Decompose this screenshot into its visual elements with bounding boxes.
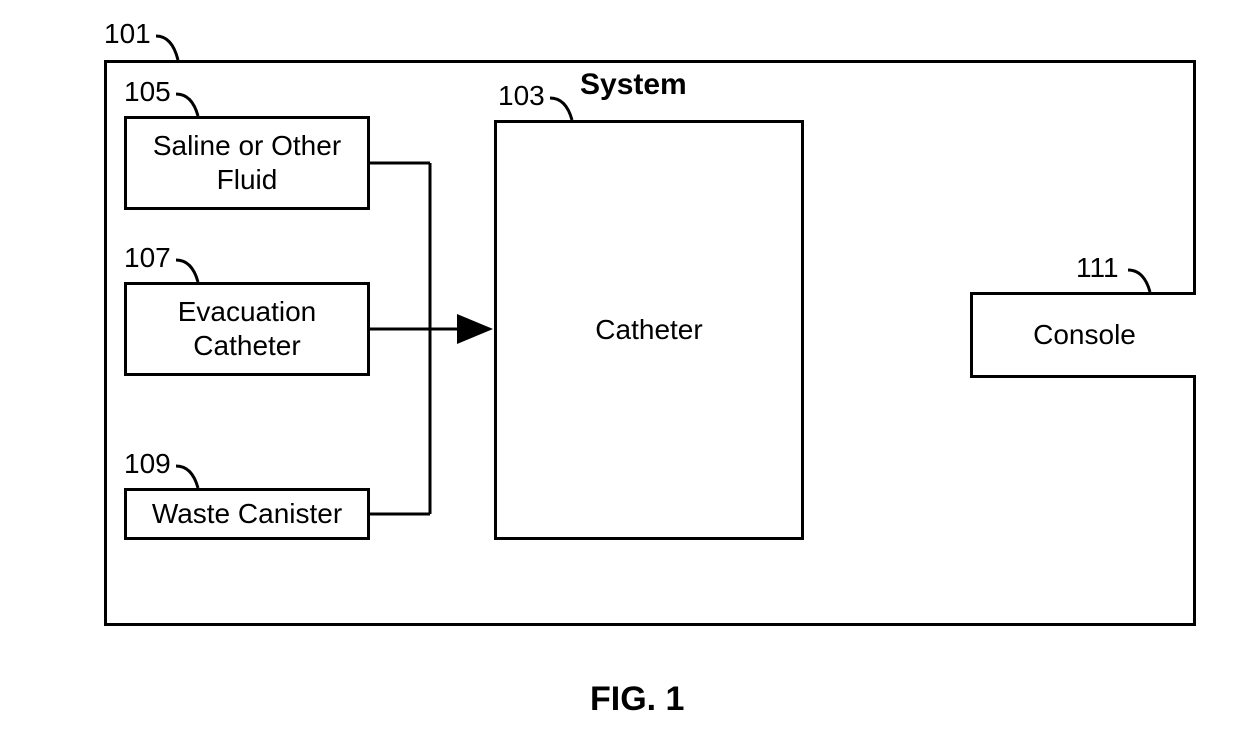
saline-label: Saline or Other Fluid: [131, 129, 363, 196]
catheter-label: Catheter: [595, 313, 702, 347]
ref-105: 105: [124, 76, 171, 108]
waste-block: Waste Canister: [124, 488, 370, 540]
waste-label: Waste Canister: [152, 497, 342, 531]
ref-107: 107: [124, 242, 171, 274]
ref-101: 101: [104, 18, 151, 50]
ref-103: 103: [498, 80, 545, 112]
system-title: System: [580, 68, 687, 102]
evacuation-block: Evacuation Catheter: [124, 282, 370, 376]
figure-label: FIG. 1: [590, 680, 684, 719]
ref-111: 111: [1076, 252, 1119, 284]
console-label: Console: [1033, 318, 1136, 352]
evacuation-label: Evacuation Catheter: [131, 295, 363, 362]
ref-109: 109: [124, 448, 171, 480]
catheter-block: Catheter: [494, 120, 804, 540]
console-block: Console: [970, 292, 1196, 378]
saline-block: Saline or Other Fluid: [124, 116, 370, 210]
